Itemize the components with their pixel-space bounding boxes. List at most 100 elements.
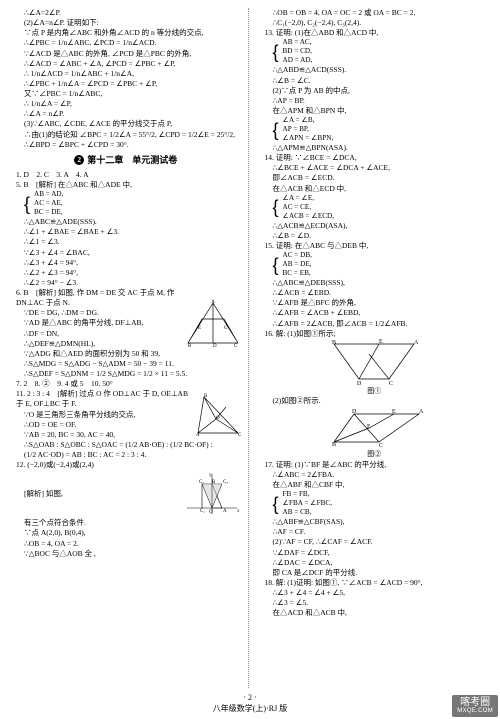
q16-figure-1: BEADC (329, 339, 419, 387)
q16-head: 16. 解: (1)如图①所示; (259, 329, 491, 339)
q17-brace: {FB = FB,∠FBA = ∠FBC,AB = CB, (259, 490, 491, 517)
q13-brace2: {∠A = ∠B,AP = BP,∠APN = ∠BPN, (259, 116, 491, 143)
text-line: ∵△BOC 与△AOB 全 , (10, 549, 242, 559)
text-line: (2)∵AF = CF, ∴∠CAF = ∠ACF. (259, 537, 491, 547)
text-line: (2)∵点 P 为 AB 的中点, (259, 86, 491, 96)
svg-text:C: C (238, 433, 242, 437)
text-line: [解析] 如图, (10, 489, 178, 499)
text-line: 即∠ACB = ∠ECD. (259, 173, 491, 183)
svg-text:G: G (224, 326, 228, 331)
text-line: ∵∠AFB 是△BFC 的外角, (259, 298, 491, 308)
text-line: ∴∠A=2∠P. (10, 8, 242, 18)
text-line: ∴S△OAB : S△OBC : S△OAC = (1/2 AB·OE) : (… (10, 440, 242, 450)
text-line: ∴AP = BP. (259, 96, 491, 106)
text-line: 在△ACB 和△ECD 中, (259, 184, 491, 194)
text-line: ∴∠PBC = 1/n∠ABC, ∠PCD = 1/n∠ACD. (10, 38, 242, 48)
svg-text:A: A (414, 340, 419, 346)
brace-icon: { (273, 251, 281, 278)
q5-head: 5. B [解析] 在△ABC 和△ADE 中, (10, 180, 242, 190)
q16-fig2-caption: 图② (259, 450, 491, 459)
text-line: ∴∠ABC = 2∠FBA. (259, 470, 491, 480)
svg-text:C₃: C₃ (223, 480, 228, 485)
svg-text:A: A (419, 409, 424, 415)
watermark-url: MXQE.COM (457, 708, 493, 715)
text-line: ∴∠3 = ∠5. (259, 598, 491, 608)
text-line: ∴∠2 + ∠3 = 94°, (10, 268, 242, 278)
svg-text:y: y (209, 473, 212, 478)
page-root: ∴∠A=2∠P. (2)∠A=n∠P. 证明如下: ∵点 P 是内角∠ABC 和… (0, 0, 500, 719)
q16-fig1-caption: 图① (259, 387, 491, 396)
svg-text:O: O (216, 416, 220, 421)
text-line: ∴DF = DN, (10, 329, 180, 339)
svg-text:B: B (332, 442, 336, 448)
q16-fig1-wrap: BEADC (259, 339, 491, 387)
q13-head: 13. 证明: (1)在△ABD 和△ACD 中, (259, 28, 491, 38)
q15-brace: {AC = DB,AB = DE,BC = EB, (259, 251, 491, 278)
text-line: ∴△DEF≌△DMN(HL), (10, 339, 180, 349)
text-line: 又∵∠PBC = 1/n∠ABC, (10, 89, 242, 99)
text-line: ∴△APM≌△BPN(ASA). (259, 143, 491, 153)
q6-figure: ABCDEG (184, 299, 242, 347)
svg-text:C: C (234, 344, 238, 347)
text-line: 在△APM 和△BPN 中, (259, 106, 491, 116)
svg-text:B: B (188, 344, 192, 347)
text-line: 即 CA 是∠DCF 的平分线. (259, 568, 491, 578)
q17-head: 17. 证明: (1)∵BF 是∠ABC 的平分线, (259, 460, 491, 470)
page-footer: · 2 · 八年级数学(上)·RJ 版 (0, 693, 500, 715)
svg-text:C₁: C₁ (200, 509, 205, 514)
text-line: 在△ACD 和△ACB 中, (259, 608, 491, 618)
text-line: ∴AF = CF. (259, 527, 491, 537)
q14-head: 14. 证明: ∵∠BCE = ∠DCA, (259, 153, 491, 163)
text-line: (2)如图②所示. (259, 396, 491, 406)
svg-text:E: E (379, 339, 383, 345)
text-line: ∴ 1/n∠ACD = 1/n∠ABC + 1/n∠A, (10, 69, 242, 79)
text-line: ∴OB = 4, OA = 2. (10, 539, 242, 549)
text-line: ∴OB = OB = 4, OA = OC = 2 或 OA = BC = 2, (259, 8, 491, 18)
text-line: ∴∠ACB = ∠EBD. (259, 288, 491, 298)
watermark-main: 喀考圈 (460, 697, 490, 708)
right-column: ∴OB = OB = 4, OA = OC = 2 或 OA = BC = 2,… (253, 8, 491, 688)
text-line: ∴△ABF≌△CBF(SAS), (259, 517, 491, 527)
text-line: 有三个点符合条件. (10, 518, 242, 528)
text-line: ∵∠3 + ∠4 = ∠BAC, (10, 248, 242, 258)
text-line: ∴∠A = n∠P. (10, 109, 242, 119)
text-line: ∴C₁(−2,0), C₂(−2,4), C₃(2,4). (259, 18, 491, 28)
svg-text:D: D (352, 409, 357, 415)
q16-figure-2: BDEACF (324, 406, 424, 450)
q15-head: 15. 证明: 在△ABC 与△DEB 中, (259, 241, 491, 251)
text-line: ∴△ACB≌△ECD(ASA), (259, 221, 491, 231)
left-column: ∴∠A=2∠P. (2)∠A=n∠P. 证明如下: ∵点 P 是内角∠ABC 和… (10, 8, 249, 688)
text-line: ∴由(1)的结论知 ∠BPC = 1/2∠A = 55°/2, ∠CPD = 1… (10, 130, 242, 140)
q13-brace1: {AB = AC,BD = CD,AD = AD, (259, 38, 491, 65)
text-line: ∴S△DEF = S△DNM = 1/2 S△MDG = 1/2 × 11 = … (10, 369, 242, 379)
watermark: 喀考圈 MXQE.COM (452, 695, 498, 717)
answers-7-10: 7. 2 8. ② 9. 4 或 5 10. 50° (10, 379, 242, 389)
text-line: ∴∠BPD = ∠BPC + ∠CPD = 30°. (10, 140, 242, 150)
text-line: ∴∠DAC = ∠DCA, (259, 558, 491, 568)
text-line: ∵△ADG 和△AED 的面积分别为 50 和 39, (10, 349, 180, 359)
svg-text:B: B (332, 340, 336, 346)
svg-text:x: x (237, 509, 240, 514)
q16-fig2-wrap: BDEACF (259, 406, 491, 450)
svg-text:A: A (223, 509, 227, 514)
svg-text:O: O (209, 510, 213, 515)
svg-text:E: E (392, 409, 396, 415)
text-line: ∵∠ACD 是△ABC 的外角, ∠PCD 是△PBC 的外角, (10, 49, 242, 59)
text-line: ∵O 是三角形三条角平分线的交点, (10, 410, 190, 420)
text-line: ∴∠BCE + ∠ACE = ∠DCA + ∠ACE, (259, 163, 491, 173)
text-line: ∵∠DAF = ∠DCF, (259, 548, 491, 558)
text-line: ∵点 P 是内角∠ABC 和外角∠ACD 的 n 等分线的交点, (10, 28, 242, 38)
svg-text:C₂: C₂ (199, 480, 204, 485)
text-line: (2)∠A=n∠P. 证明如下: (10, 18, 242, 28)
brace-icon: { (273, 194, 281, 221)
text-line: ∴ 1/n∠A = ∠P, (10, 99, 242, 109)
svg-text:A: A (196, 433, 200, 437)
text-line: ∴∠B = ∠D. (259, 231, 491, 241)
q6-head: 6. B [解析] 如图, 作 DM = DE 交 AC 于点 M, 作 DN⊥… (10, 288, 180, 308)
svg-text:A: A (211, 300, 215, 305)
text-line: ∵AD 是△ABC 的角平分线, DF⊥AB, (10, 318, 180, 328)
q14-brace: {∠A = ∠E,AC = CE,∠ACB = ∠ECD, (259, 194, 491, 221)
text-line: ∵点 A(2,0), B(0,4), (10, 528, 242, 538)
brace-icon: { (24, 190, 32, 217)
text-line: ∵AB = 20, BC = 30, AC = 40, (10, 430, 190, 440)
